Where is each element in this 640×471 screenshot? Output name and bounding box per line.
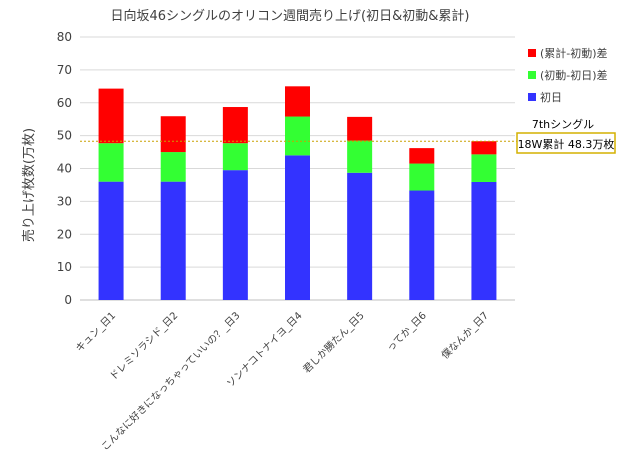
category-label: ってか_日6 xyxy=(384,310,428,354)
y-tick-label: 10 xyxy=(57,260,72,274)
category-label: ドレミソラシド_日2 xyxy=(107,310,180,383)
y-tick-label: 0 xyxy=(64,293,72,307)
bar-segment-s0-c3 xyxy=(285,155,310,300)
legend: (累計-初動)差 (初動-初日)差初日 xyxy=(528,46,608,104)
bar-segment-s2-c3 xyxy=(285,86,310,117)
bar-segment-s0-c1 xyxy=(160,181,186,300)
bar-segment-s0-c6 xyxy=(471,181,497,300)
bar-segment-s1-c6 xyxy=(471,154,497,182)
bar-segment-s2-c0 xyxy=(98,88,124,144)
bar-segment-s0-c5 xyxy=(409,190,435,300)
y-tick-label: 60 xyxy=(57,96,72,110)
bar-segment-s2-c2 xyxy=(222,107,248,144)
chart-title: 日向坂46シングルのオリコン週間売り上げ(初日&初動&累計) xyxy=(111,8,470,24)
y-tick-label: 50 xyxy=(57,129,72,143)
category-labels: キュン_日1ドレミソラシド_日2こんなに好きになっちゃっていいの？_日3ソンナコ… xyxy=(74,309,491,453)
y-tick-label: 40 xyxy=(57,162,72,176)
y-axis-label: 売り上げ枚数(万枚) xyxy=(21,128,37,242)
bar-segment-s1-c3 xyxy=(285,116,310,156)
bar-segment-s2-c5 xyxy=(409,148,435,164)
legend-label: 初日 xyxy=(540,90,562,104)
bar-segment-s1-c1 xyxy=(160,152,186,182)
bar-segment-s0-c0 xyxy=(98,181,124,300)
bar-segment-s1-c4 xyxy=(347,140,373,173)
bar-segment-s1-c2 xyxy=(222,143,248,171)
category-label: こんなに好きになっちゃっていいの？_日3 xyxy=(99,310,242,453)
y-tick-label: 30 xyxy=(57,194,72,208)
legend-label: (初動-初日)差 xyxy=(540,68,608,82)
bar-segment-s2-c6 xyxy=(471,141,497,155)
legend-swatch xyxy=(528,71,536,79)
legend-label: (累計-初動)差 xyxy=(540,46,608,60)
legend-swatch xyxy=(528,93,536,101)
annotation-title: 7thシングル xyxy=(532,117,594,131)
annotation-text: 18W累計 48.3万枚 xyxy=(518,137,615,151)
bar-segment-s1-c0 xyxy=(98,143,124,182)
y-tick-label: 70 xyxy=(57,63,72,77)
legend-swatch xyxy=(528,49,536,57)
bar-segment-s0-c4 xyxy=(347,172,373,300)
y-tick-label: 20 xyxy=(57,227,72,241)
bar-segment-s2-c1 xyxy=(160,116,186,153)
bar-segment-s2-c4 xyxy=(347,116,373,141)
bar-segment-s1-c5 xyxy=(409,163,435,191)
y-tick-labels: 0 10 20 30 40 50 60 70 80 xyxy=(57,30,72,307)
category-label: 僕なんか_日7 xyxy=(438,309,491,362)
bars xyxy=(98,86,497,300)
category-label: キュン_日1 xyxy=(74,310,118,354)
y-tick-label: 80 xyxy=(57,30,72,44)
category-label: 君しか勝たん_日5 xyxy=(300,309,367,376)
annotation-box xyxy=(516,132,616,154)
bar-segment-s0-c2 xyxy=(222,170,248,300)
